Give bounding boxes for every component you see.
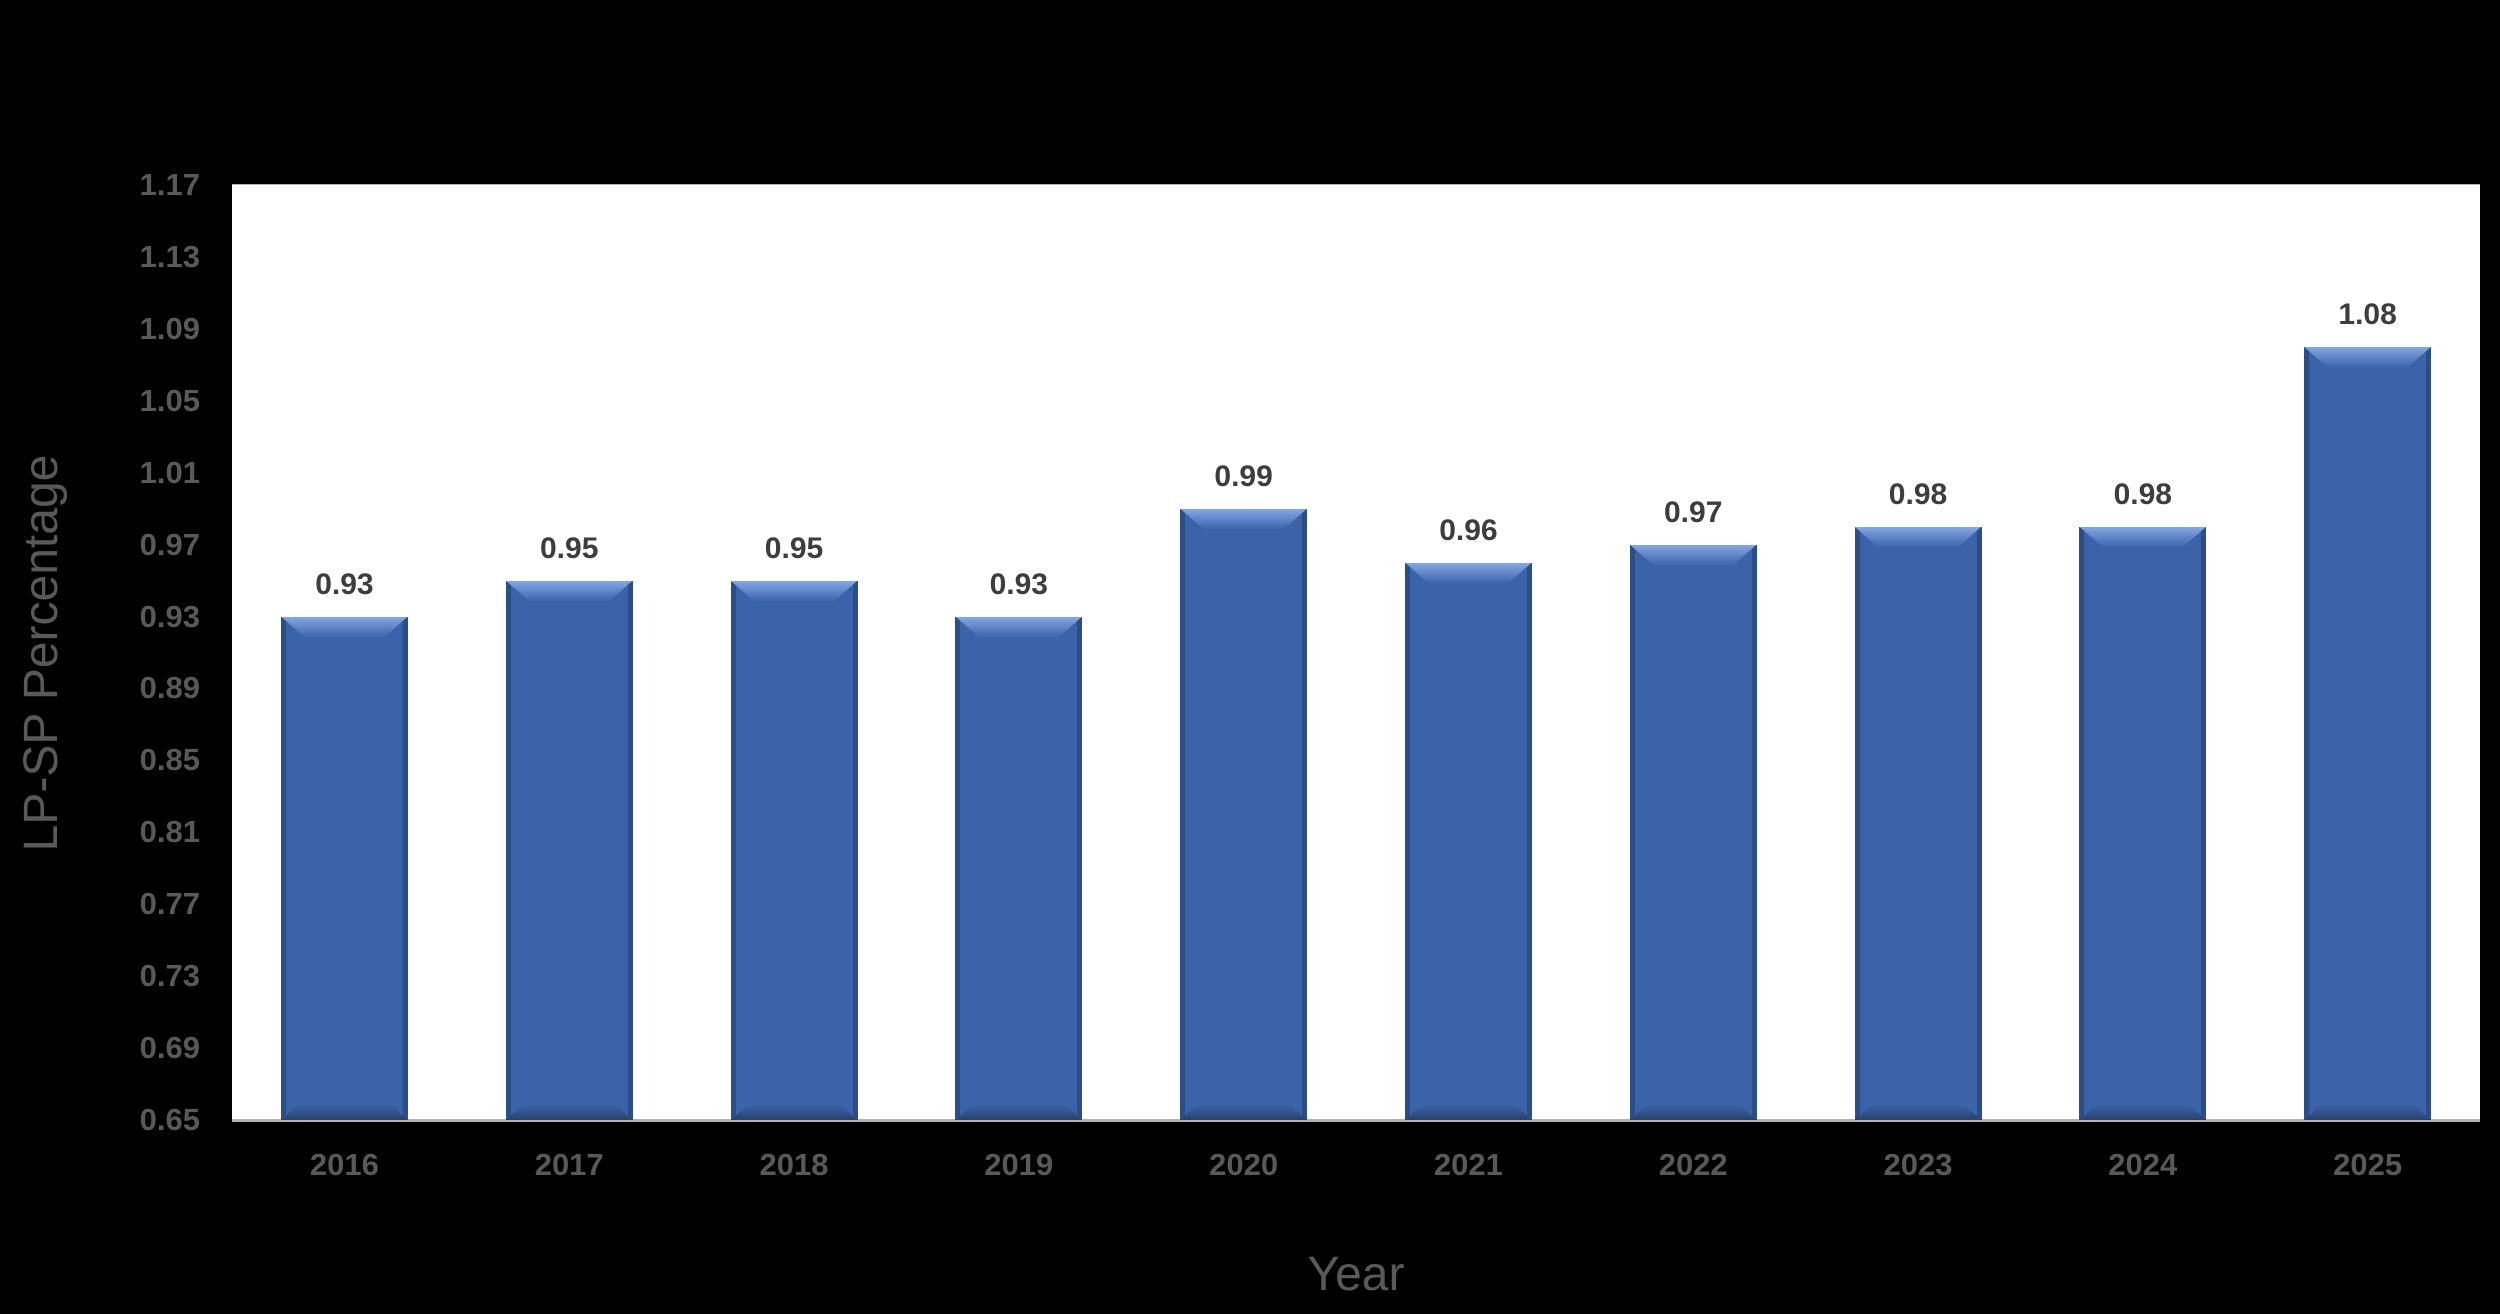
bar-2022: [1629, 544, 1757, 1120]
bar-2018: [730, 580, 858, 1120]
bar-2024: [2079, 526, 2207, 1120]
bar-2021: [1404, 562, 1532, 1120]
data-label-2024: 0.98: [2113, 477, 2172, 511]
data-label-2025: 1.08: [2338, 297, 2397, 331]
y-tick-label: 1.17: [139, 167, 200, 202]
x-tick-label-2017: 2017: [534, 1147, 604, 1182]
bar-2017: [505, 580, 633, 1120]
x-tick-label-2025: 2025: [2333, 1147, 2403, 1182]
y-tick-label: 0.85: [139, 742, 200, 778]
x-axis-title: Year: [1307, 1248, 1405, 1301]
y-tick-label: 1.13: [139, 238, 200, 274]
data-label-2016: 0.93: [315, 567, 374, 601]
data-label-2022: 0.97: [1664, 495, 1723, 529]
y-tick-label: 0.77: [139, 886, 200, 922]
y-tick-label: 0.65: [139, 1102, 200, 1137]
bar-2020: [1180, 508, 1308, 1120]
y-tick-label: 0.97: [139, 526, 200, 562]
y-axis-title: LP-SP Percentage: [15, 454, 68, 852]
x-tick-label-2022: 2022: [1658, 1147, 1728, 1182]
x-axis-line: [232, 1119, 2480, 1122]
x-tick-label-2024: 2024: [2108, 1147, 2178, 1182]
x-tick-label-2021: 2021: [1433, 1147, 1503, 1182]
x-tick-label-2023: 2023: [1883, 1147, 1953, 1182]
x-tick-label-2016: 2016: [309, 1147, 379, 1182]
data-label-2021: 0.96: [1439, 513, 1498, 547]
y-tick-label: 1.05: [139, 382, 200, 418]
x-tick-label-2018: 2018: [759, 1147, 829, 1182]
x-tick-label-2020: 2020: [1209, 1147, 1279, 1182]
y-tick-label: 0.73: [139, 958, 200, 994]
y-tick-label: 1.01: [139, 454, 200, 490]
bar-2019: [955, 616, 1083, 1120]
data-label-2017: 0.95: [540, 531, 599, 565]
data-label-2018: 0.95: [764, 531, 824, 565]
y-tick-label: 0.69: [139, 1030, 200, 1066]
y-tick-label: 1.09: [139, 310, 200, 346]
bar-2023: [1854, 526, 1982, 1120]
y-tick-label: 0.93: [139, 598, 200, 634]
data-label-2019: 0.93: [989, 567, 1048, 601]
y-tick-label: 0.89: [139, 670, 200, 706]
data-label-2023: 0.98: [1888, 477, 1948, 511]
y-tick-label: 0.81: [139, 814, 200, 850]
data-label-2020: 0.99: [1214, 459, 1273, 493]
bar-2016: [280, 616, 408, 1120]
x-tick-label-2019: 2019: [984, 1147, 1054, 1182]
bar-2025: [2304, 346, 2432, 1120]
